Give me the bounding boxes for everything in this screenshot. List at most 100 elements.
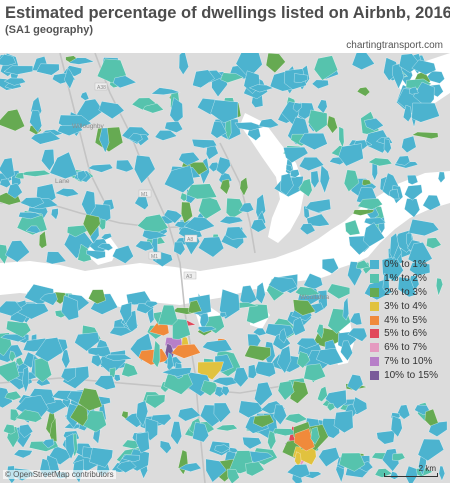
sa1-region[interactable]	[64, 67, 75, 90]
sa1-region[interactable]	[0, 157, 15, 180]
sa1-region[interactable]	[18, 212, 43, 220]
sa1-region[interactable]	[253, 414, 275, 428]
sa1-region[interactable]	[306, 213, 330, 227]
sa1-region[interactable]	[345, 219, 361, 236]
sa1-region[interactable]	[438, 171, 446, 183]
sa1-region[interactable]	[277, 380, 295, 401]
sa1-region[interactable]	[198, 195, 222, 220]
sa1-region[interactable]	[154, 130, 178, 141]
sa1-region[interactable]	[244, 345, 271, 361]
sa1-region[interactable]	[121, 410, 129, 419]
legend-item[interactable]: 0% to 1%	[370, 258, 438, 272]
sa1-region[interactable]	[296, 351, 311, 369]
sa1-region[interactable]	[171, 343, 201, 359]
sa1-region[interactable]	[219, 179, 231, 195]
sa1-region[interactable]	[186, 183, 218, 200]
sa1-region[interactable]	[426, 237, 442, 249]
sa1-region[interactable]	[308, 109, 328, 133]
sa1-region[interactable]	[0, 109, 25, 132]
sa1-region[interactable]	[36, 63, 60, 76]
sa1-region[interactable]	[192, 421, 209, 443]
sa1-region[interactable]	[150, 87, 181, 95]
sa1-region[interactable]	[60, 367, 77, 382]
sa1-region[interactable]	[198, 236, 224, 258]
sa1-region[interactable]	[74, 332, 100, 352]
sa1-region[interactable]	[46, 251, 67, 265]
sa1-region[interactable]	[242, 436, 262, 450]
sa1-region[interactable]	[311, 79, 329, 89]
sa1-region[interactable]	[20, 197, 45, 208]
sa1-region[interactable]	[319, 164, 330, 194]
sa1-region[interactable]	[265, 53, 286, 74]
sa1-region[interactable]	[346, 374, 364, 392]
sa1-region[interactable]	[213, 402, 231, 423]
sa1-region[interactable]	[163, 209, 183, 224]
sa1-region[interactable]	[221, 386, 230, 397]
sa1-region[interactable]	[9, 350, 16, 363]
sa1-region[interactable]	[112, 245, 134, 264]
sa1-region[interactable]	[317, 99, 328, 114]
sa1-region[interactable]	[278, 328, 287, 344]
sa1-region[interactable]	[283, 146, 309, 163]
sa1-region[interactable]	[134, 194, 149, 210]
sa1-region[interactable]	[3, 65, 33, 75]
sa1-region[interactable]	[135, 431, 150, 454]
sa1-region[interactable]	[404, 184, 423, 201]
sa1-region[interactable]	[13, 449, 33, 459]
sa1-region[interactable]	[49, 151, 78, 179]
sa1-region[interactable]	[183, 216, 216, 232]
sa1-region[interactable]	[173, 241, 186, 256]
sa1-region[interactable]	[254, 381, 273, 407]
sa1-region[interactable]	[277, 345, 292, 374]
sa1-region[interactable]	[15, 409, 43, 423]
sa1-region[interactable]	[0, 54, 17, 66]
sa1-region[interactable]	[114, 374, 121, 382]
sa1-region[interactable]	[164, 121, 184, 133]
sa1-region[interactable]	[258, 118, 280, 129]
sa1-region[interactable]	[245, 461, 265, 477]
sa1-region[interactable]	[121, 362, 139, 378]
sa1-region[interactable]	[202, 339, 233, 353]
sa1-region[interactable]	[267, 430, 277, 451]
sa1-regions[interactable]	[0, 53, 448, 483]
sa1-region[interactable]	[80, 91, 90, 101]
sa1-region[interactable]	[272, 428, 297, 436]
sa1-region[interactable]	[144, 300, 159, 308]
sa1-region[interactable]	[187, 300, 202, 314]
legend-item[interactable]: 6% to 7%	[370, 341, 438, 355]
sa1-region[interactable]	[405, 465, 418, 483]
sa1-region[interactable]	[390, 415, 403, 438]
sa1-region[interactable]	[150, 414, 172, 426]
sa1-region[interactable]	[25, 225, 41, 234]
sa1-region[interactable]	[177, 407, 201, 422]
sa1-region[interactable]	[78, 387, 103, 411]
sa1-region[interactable]	[51, 208, 59, 220]
sa1-region[interactable]	[316, 348, 344, 366]
sa1-region[interactable]	[351, 53, 375, 70]
sa1-region[interactable]	[292, 102, 302, 113]
sa1-region[interactable]	[403, 104, 412, 122]
legend-item[interactable]: 10% to 15%	[370, 368, 438, 382]
sa1-region[interactable]	[145, 394, 166, 409]
sa1-region[interactable]	[318, 447, 340, 467]
sa1-region[interactable]	[113, 75, 137, 89]
sa1-region[interactable]	[293, 428, 315, 452]
sa1-region[interactable]	[292, 299, 316, 316]
sa1-region[interactable]	[356, 86, 371, 97]
sa1-region[interactable]	[428, 421, 448, 437]
sa1-region[interactable]	[98, 101, 125, 119]
sa1-region[interactable]	[142, 230, 168, 240]
sa1-region[interactable]	[298, 133, 328, 150]
sa1-region[interactable]	[316, 324, 324, 339]
sa1-region[interactable]	[219, 288, 240, 320]
sa1-region[interactable]	[86, 250, 106, 260]
sa1-region[interactable]	[340, 340, 353, 361]
sa1-region[interactable]	[214, 444, 231, 454]
sa1-region[interactable]	[438, 465, 446, 481]
sa1-region[interactable]	[128, 132, 143, 143]
sa1-region[interactable]	[295, 286, 321, 297]
sa1-region[interactable]	[178, 53, 189, 75]
sa1-region[interactable]	[299, 223, 316, 235]
sa1-region[interactable]	[178, 152, 200, 166]
sa1-region[interactable]	[322, 258, 339, 274]
